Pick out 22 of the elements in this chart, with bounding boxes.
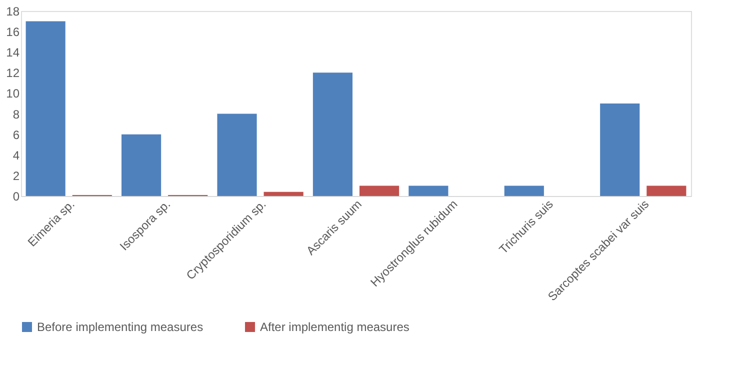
y-tick-label: 16 [6, 25, 20, 40]
y-tick-label: 4 [12, 148, 20, 162]
bar [359, 186, 400, 196]
y-tick-label: 2 [12, 168, 20, 183]
y-tick-label: 12 [6, 66, 20, 80]
bar [122, 134, 162, 196]
y-tick-label: 10 [6, 86, 20, 101]
bar [312, 72, 353, 196]
y-tick-label: 14 [6, 46, 20, 60]
y-tick-label: 6 [12, 128, 20, 142]
bar [264, 192, 304, 196]
legend-label: After implementig measures [260, 320, 410, 334]
bar [504, 186, 544, 196]
legend-label: Before implementing measures [37, 320, 204, 334]
bar [600, 104, 640, 196]
bar [26, 21, 66, 196]
bar [408, 186, 448, 196]
y-tick-label: 0 [12, 190, 20, 204]
bar [217, 114, 257, 196]
y-tick-label: 8 [12, 107, 20, 122]
y-tick-label: 18 [6, 4, 20, 18]
bar [646, 186, 686, 196]
